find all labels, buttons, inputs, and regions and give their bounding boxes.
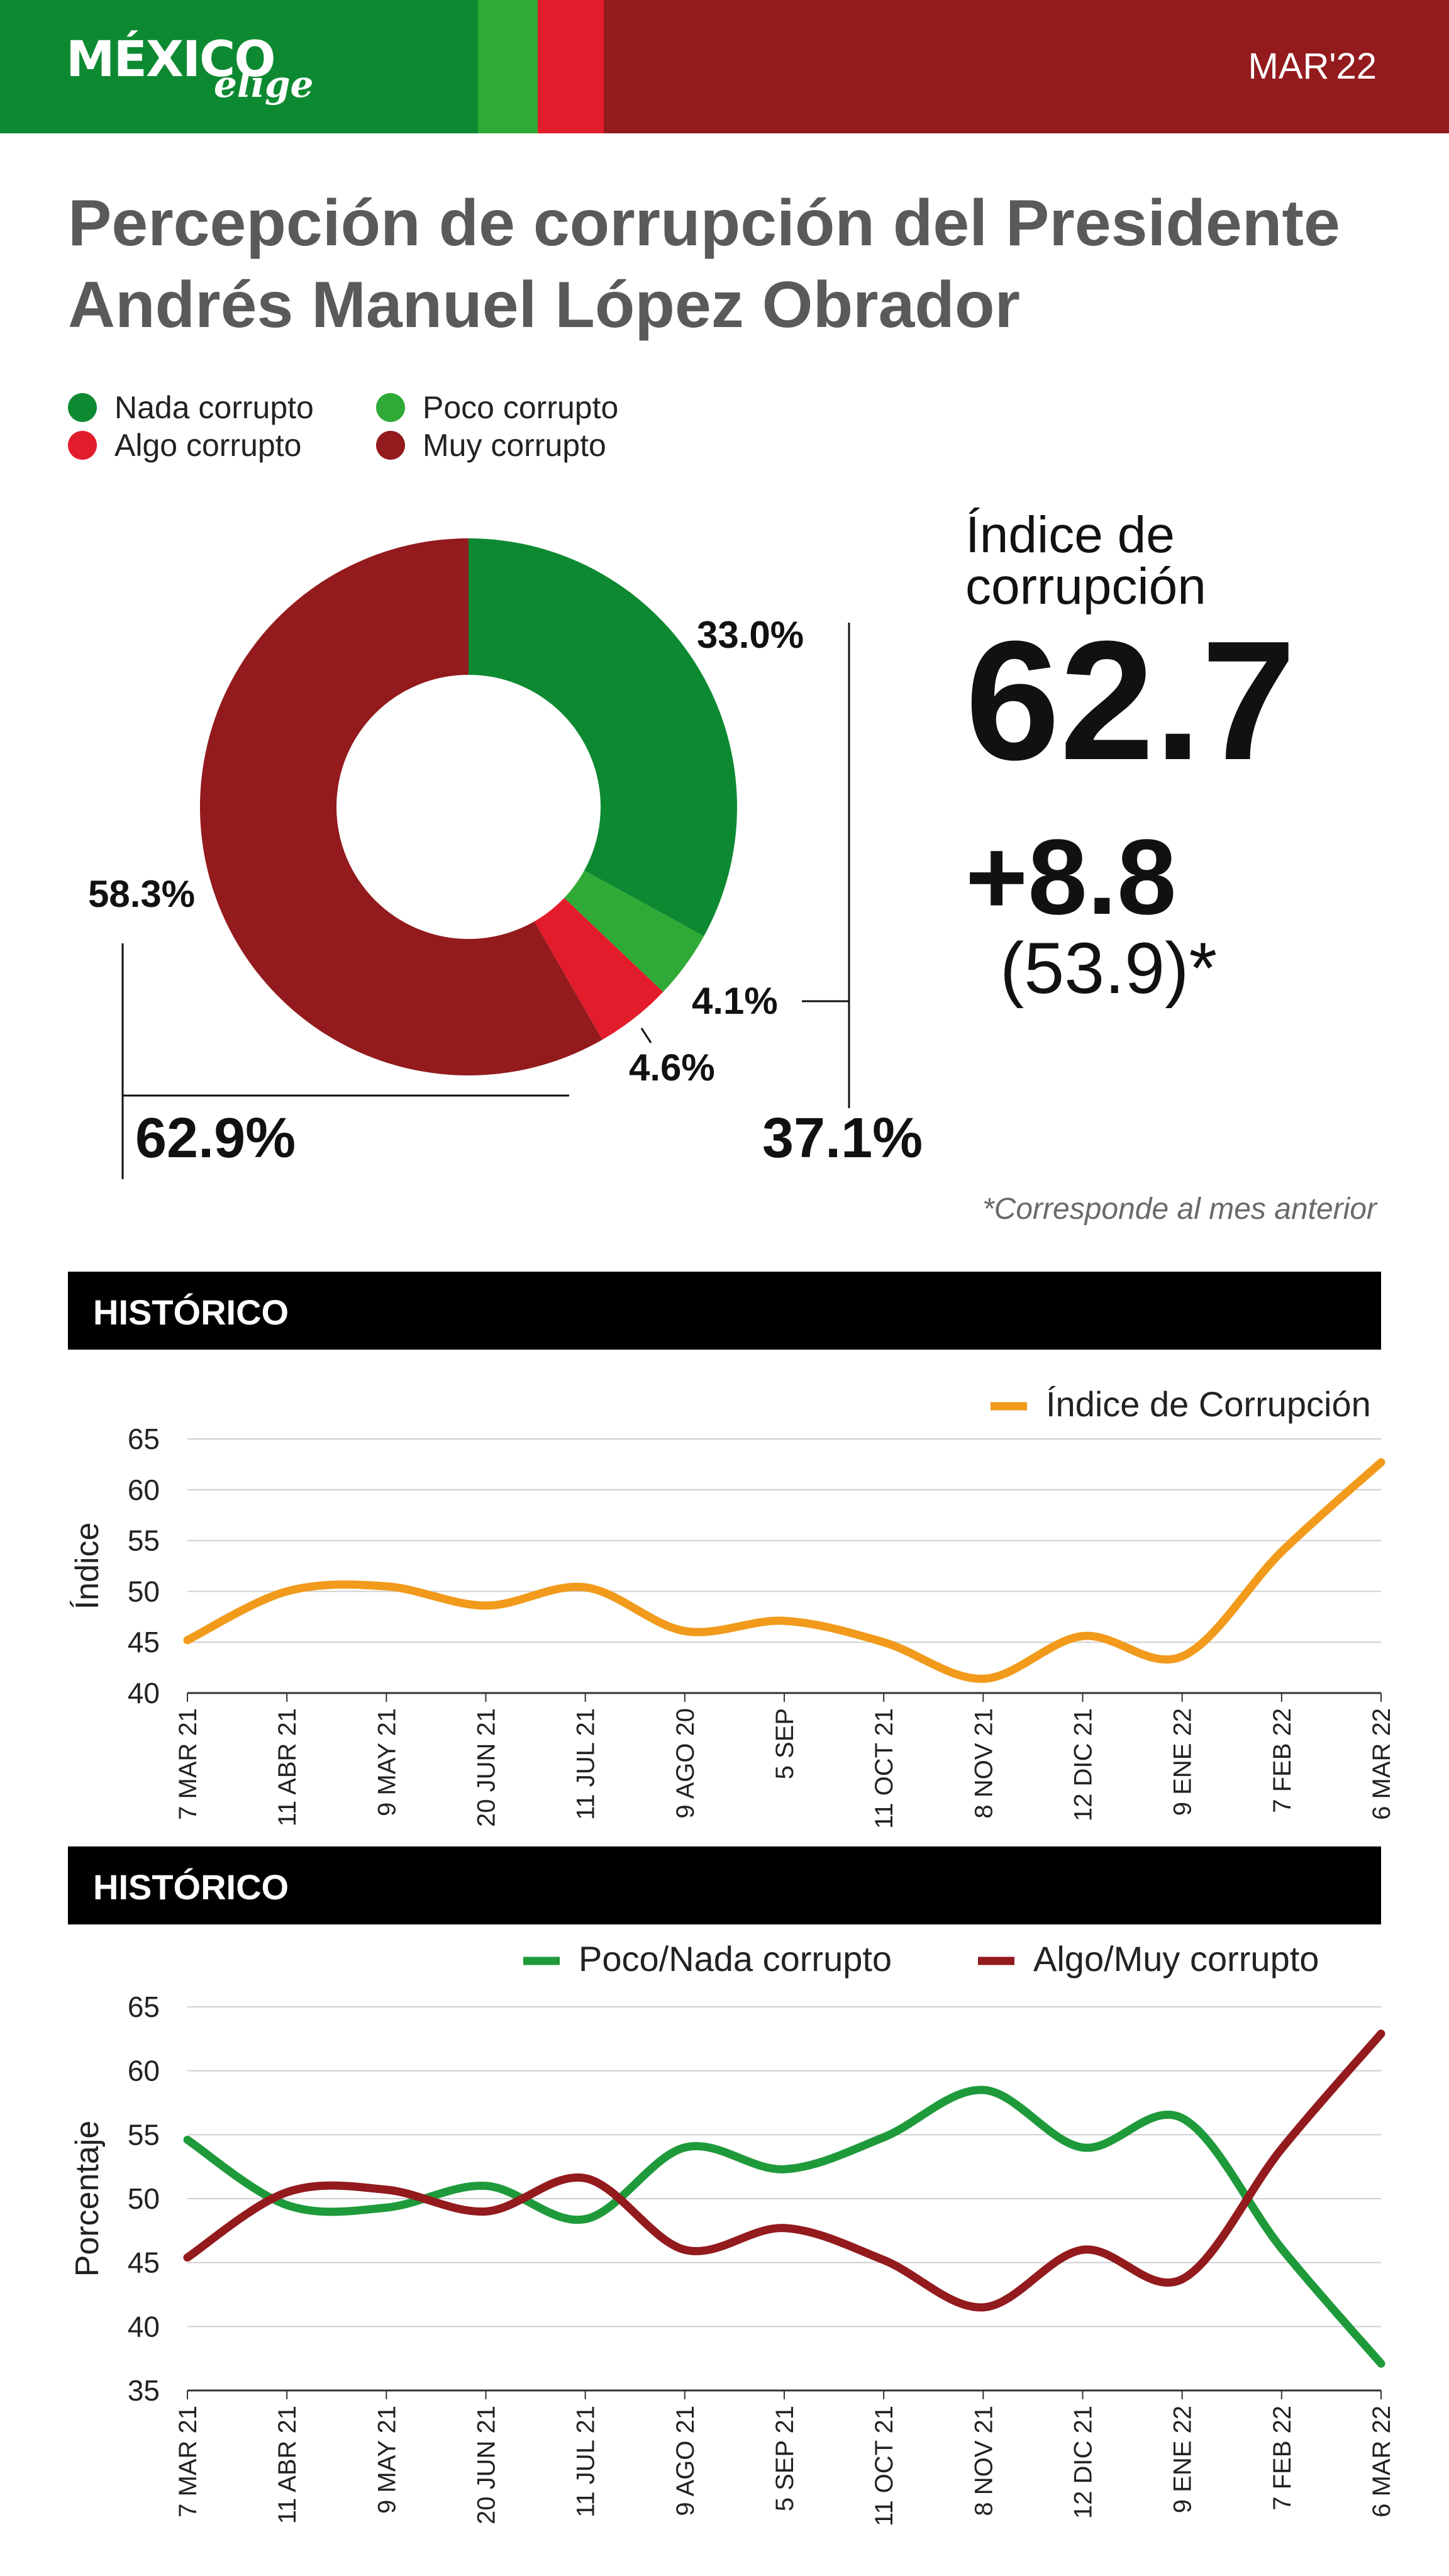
y-axis-label-porcentaje: Porcentaje: [69, 2121, 106, 2277]
x-tick-label: 7 FEB 22: [1269, 1708, 1296, 1813]
header-dark-red-band: [604, 0, 1449, 133]
section-bar-historico-2: HISTÓRICO: [68, 1846, 1381, 1924]
connector-algo: [640, 1028, 652, 1043]
donut-chart: 33.0% 4.1% 4.6% 58.3% 62.9% 37.1%: [88, 538, 923, 1179]
legend-label-algo: Algo corrupto: [114, 428, 302, 463]
y-tick-label: 40: [128, 1677, 160, 1709]
x-tick-label: 7 MAR 21: [174, 2406, 202, 2518]
x-tick-label: 12 DIC 21: [1070, 2406, 1097, 2519]
x-tick-label: 6 MAR 22: [1368, 1708, 1396, 1820]
footnote: *Corresponde al mes anterior: [982, 1192, 1377, 1226]
logo-sub-text: elige: [214, 63, 314, 106]
line-chart-index: 40 45 50 55 60 65 7 MAR 21 11 ABR 21 9 MAY 21 20…: [69, 1384, 1396, 1829]
slice-label-poco: 4.1%: [692, 980, 778, 1022]
group-total-corrupt: 62.9%: [135, 1107, 296, 1170]
x-tick-label: 12 DIC 21: [1070, 1708, 1097, 1821]
y-tick-label: 65: [128, 1423, 160, 1455]
x-tick-label: 9 AGO 20: [672, 1708, 699, 1819]
y-tick-label: 60: [128, 1474, 160, 1506]
x-tick-label: 20 JUN 21: [473, 2406, 501, 2524]
slice-label-nada: 33.0%: [697, 614, 804, 656]
y-tick-label: 45: [128, 1626, 160, 1658]
x-tick-label: 11 ABR 21: [274, 1708, 301, 1826]
y-tick-label: 55: [128, 2118, 160, 2151]
x-tick-label: 5 SEP 21: [771, 2406, 799, 2511]
x-tick-label: 7 FEB 22: [1269, 2406, 1296, 2511]
x-tick-label: 7 MAR 21: [174, 1708, 202, 1820]
series-line-algo-muy-corrupto: [183, 2029, 1385, 2312]
x-tick-label: 8 NOV 21: [970, 1708, 997, 1819]
x-tick-label: 9 MAY 21: [373, 2406, 401, 2514]
legend-label-muy: Muy corrupto: [423, 428, 606, 463]
logo-main-text: MÉXICO: [66, 31, 276, 88]
legend-label-poco-nada-corrupto: Poco/Nada corrupto: [579, 1939, 892, 1979]
slice-label-algo: 4.6%: [629, 1046, 715, 1089]
y-tick-label: 40: [128, 2310, 160, 2343]
section-title-historico-2: HISTÓRICO: [93, 1867, 289, 1907]
y-tick-label: 60: [128, 2055, 160, 2087]
x-tick-label: 8 NOV 21: [970, 2406, 997, 2516]
legend-label-nada: Nada corrupto: [114, 390, 314, 425]
y-tick-label: 50: [128, 2182, 160, 2215]
series-line-indice-de-corrupcion: [183, 1458, 1385, 1683]
x-tick-label: 9 ENE 22: [1169, 2406, 1197, 2513]
y-tick-label: 55: [128, 1524, 160, 1557]
y-tick-label: 35: [128, 2374, 160, 2407]
header-banner: MÉXICO elige MAR'22: [0, 0, 1449, 133]
x-tick-label: 5 SEP: [771, 1708, 799, 1779]
section-bar-historico-1: HISTÓRICO: [68, 1272, 1381, 1350]
legend-dot-poco: [376, 393, 405, 422]
slice-label-muy: 58.3%: [88, 873, 195, 915]
legend-dot-muy: [376, 431, 405, 460]
index-previous: (53.9)*: [1000, 928, 1218, 1009]
index-change: +8.8: [965, 818, 1177, 937]
line-chart-percentage: 35 40 45 50 55 60 65 7 MAR 21 11 ABR 21 9 MAY 21…: [69, 1939, 1396, 2526]
header-green-band: [0, 0, 478, 133]
x-tick-label: 11 ABR 21: [274, 2406, 301, 2524]
x-tick-label: 9 ENE 22: [1169, 1708, 1197, 1816]
group-total-not-corrupt: 37.1%: [762, 1107, 923, 1170]
y-tick-label: 45: [128, 2246, 160, 2279]
y-tick-label: 50: [128, 1575, 160, 1607]
y-axis-label-indice: Índice: [69, 1523, 106, 1610]
x-tick-label: 11 JUL 21: [572, 2406, 600, 2518]
legend-label-indice-de-corrupcion: Índice de Corrupción: [1046, 1384, 1371, 1424]
index-value: 62.7: [965, 606, 1296, 796]
page-title: Percepción de corrupción del Presidente …: [68, 187, 1340, 341]
legend-dot-algo: [68, 431, 97, 460]
x-tick-label: 6 MAR 22: [1368, 2406, 1396, 2518]
x-tick-label: 11 JUL 21: [572, 1708, 600, 1820]
series-line-poco-nada-corrupto: [183, 2085, 1385, 2368]
x-tick-label: 11 OCT 21: [870, 1708, 898, 1829]
x-tick-label: 11 OCT 21: [870, 2406, 898, 2526]
legend-label-poco: Poco corrupto: [423, 390, 619, 425]
legend-label-algo-muy-corrupto: Algo/Muy corrupto: [1033, 1939, 1319, 1979]
y-tick-label: 65: [128, 1990, 160, 2023]
x-tick-label: 9 AGO 21: [672, 2406, 699, 2516]
x-tick-label: 20 JUN 21: [473, 1708, 501, 1827]
section-title-historico-1: HISTÓRICO: [93, 1292, 289, 1332]
header-date: MAR'22: [1248, 46, 1377, 87]
header-light-green-band: [478, 0, 538, 133]
header-red-band: [538, 0, 604, 133]
index-label: Índice de corrupción: [965, 506, 1206, 615]
x-tick-label: 9 MAY 21: [373, 1708, 401, 1816]
legend-dot-nada: [68, 393, 97, 422]
